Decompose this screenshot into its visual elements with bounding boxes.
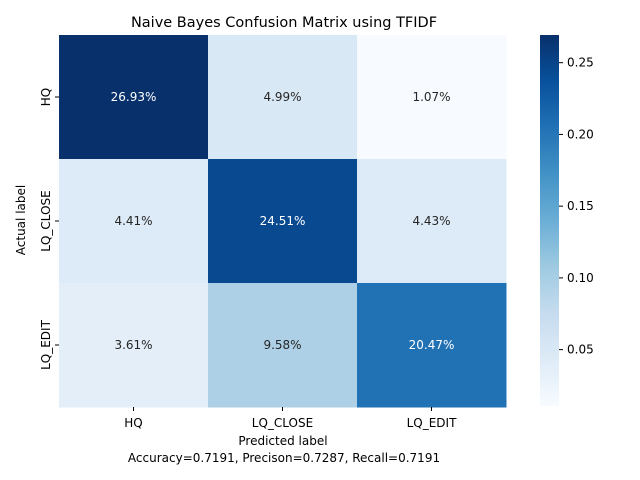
heatmap-cell xyxy=(59,35,209,160)
colorbar xyxy=(540,35,559,406)
cell-value-label: 4.43% xyxy=(412,214,450,228)
heatmap-cells xyxy=(59,35,507,408)
colorbar-tick-label: 0.05 xyxy=(567,343,594,357)
heatmap-cell xyxy=(208,283,358,408)
colorbar-tick-label: 0.25 xyxy=(567,56,594,70)
metrics-subtitle: Accuracy=0.7191, Precison=0.7287, Recall… xyxy=(128,451,440,465)
x-axis-label: Predicted label xyxy=(238,434,327,448)
x-tick-label: HQ xyxy=(124,416,142,430)
heatmap-cell xyxy=(59,283,209,408)
y-axis-ticks: HQ LQ_CLOSE LQ_EDIT xyxy=(39,88,59,370)
colorbar-tick-label: 0.15 xyxy=(567,199,594,213)
cell-value-label: 4.41% xyxy=(114,214,152,228)
y-tick-label: LQ_CLOSE xyxy=(39,190,53,251)
heatmap-cell xyxy=(357,283,507,408)
y-tick-label: LQ_EDIT xyxy=(39,319,53,369)
chart-title: Naive Bayes Confusion Matrix using TFIDF xyxy=(131,15,437,31)
x-tick-label: LQ_EDIT xyxy=(407,416,457,430)
cell-value-label: 24.51% xyxy=(260,214,306,228)
heatmap-cell xyxy=(59,159,209,284)
cell-value-label: 1.07% xyxy=(412,90,450,104)
cell-value-label: 20.47% xyxy=(409,338,455,352)
heatmap-cell-labels: 26.93% 4.99% 1.07% 4.41% 24.51% 4.43% 3.61% 9.5… xyxy=(111,90,455,352)
x-tick-label: LQ_CLOSE xyxy=(252,416,313,430)
cell-value-label: 9.58% xyxy=(263,338,301,352)
y-tick-label: HQ xyxy=(39,88,53,106)
cell-value-label: 26.93% xyxy=(111,90,157,104)
colorbar-tick-label: 0.20 xyxy=(567,127,594,141)
x-axis-ticks: HQ LQ_CLOSE LQ_EDIT xyxy=(124,407,457,430)
colorbar-ticks: 0.05 0.10 0.15 0.20 0.25 xyxy=(559,56,594,357)
cell-value-label: 4.99% xyxy=(263,90,301,104)
heatmap-cell xyxy=(357,159,507,284)
cell-value-label: 3.61% xyxy=(114,338,152,352)
heatmap-cell xyxy=(208,35,358,160)
heatmap-cell xyxy=(357,35,507,160)
colorbar-tick-label: 0.10 xyxy=(567,271,594,285)
y-axis-label: Actual label xyxy=(14,185,28,255)
heatmap-cell xyxy=(208,159,358,284)
